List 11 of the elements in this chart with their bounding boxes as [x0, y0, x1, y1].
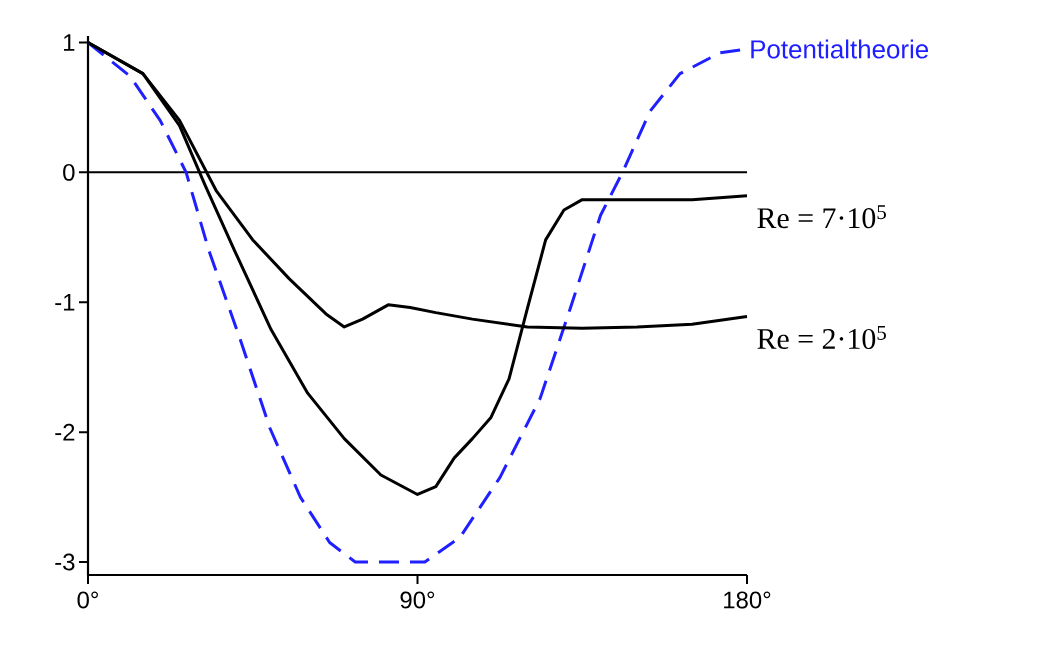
- x-tick-label: 90°: [400, 591, 435, 609]
- y-tick-label: -3: [55, 553, 75, 571]
- x-tick-label: 180°: [724, 591, 771, 609]
- y-tick-label: -1: [55, 294, 75, 311]
- y-tick-label: -2: [55, 423, 75, 441]
- series-label: Re = 2·10$^{5}$: [757, 326, 886, 350]
- y-tick-label: 0: [63, 163, 75, 181]
- series-label: Potentialtheorie: [751, 39, 929, 59]
- y-tick-label: 1: [64, 34, 75, 51]
- x-tick-label: 0°: [77, 591, 98, 609]
- series-label: Re = 7·10$^{5}$: [757, 205, 886, 229]
